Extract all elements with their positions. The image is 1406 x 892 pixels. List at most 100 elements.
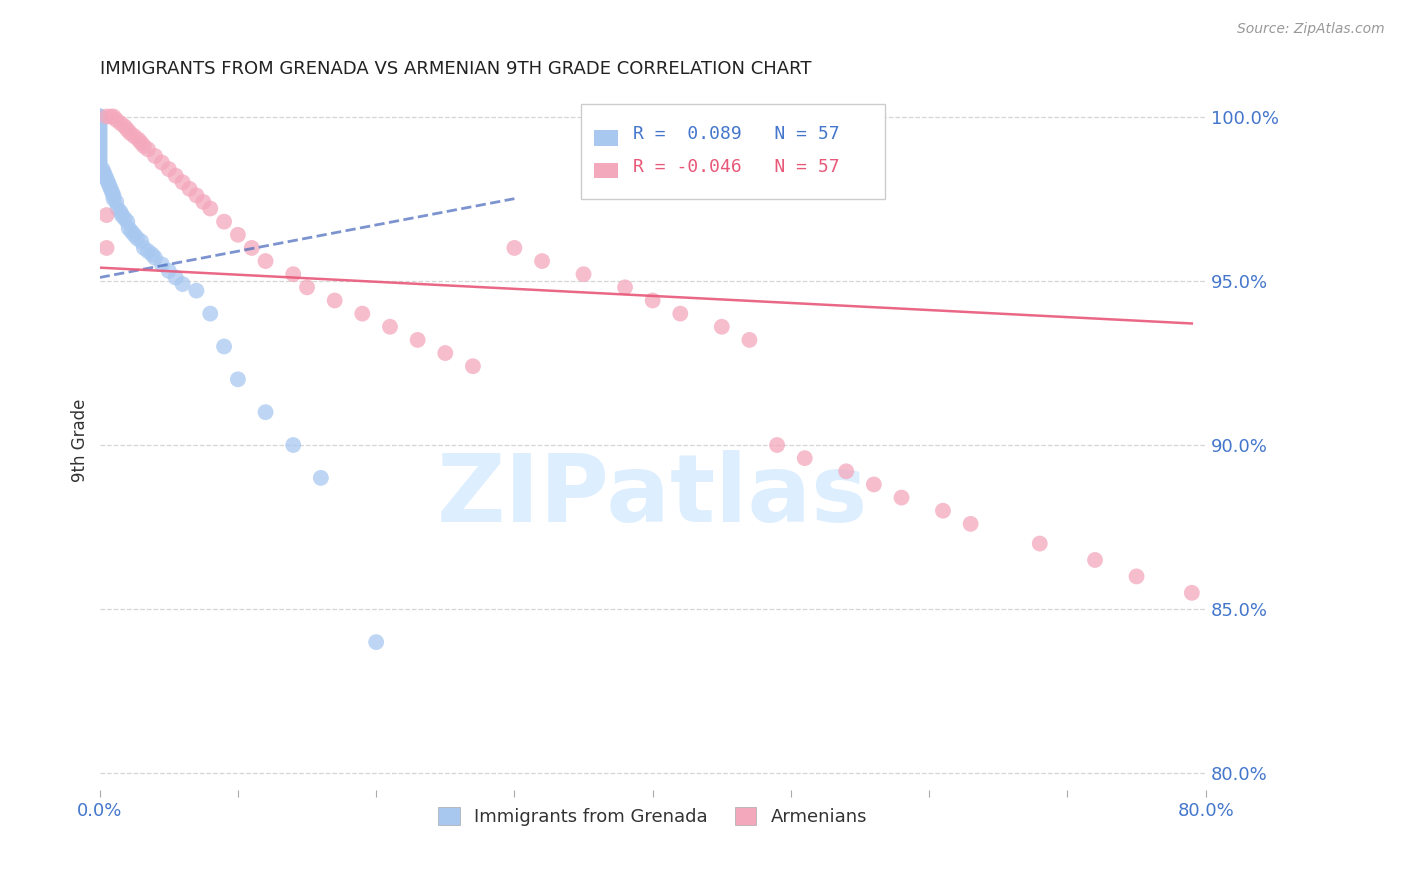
Point [378,319,401,334]
Point [1250,684,1272,698]
Point [107,202,129,216]
Point [503,241,526,255]
Y-axis label: 9th Grade: 9th Grade [72,399,89,482]
Point [1333,110,1355,124]
Point [143,149,166,163]
Point [125,231,148,245]
Point [105,194,128,209]
Point [117,122,139,136]
Point [103,110,125,124]
Point [132,139,155,153]
Point [89,132,111,146]
Point [172,277,194,291]
Point [98,178,121,193]
Point [766,438,789,452]
Point [165,169,187,183]
Point [352,307,374,321]
Point [122,227,145,242]
Point [1125,569,1147,583]
Point [89,139,111,153]
Point [89,120,111,134]
Point [111,208,134,222]
Point [105,112,128,127]
Point [172,175,194,189]
Point [114,211,136,226]
Text: R = -0.046   N = 57: R = -0.046 N = 57 [633,158,839,176]
Point [89,116,111,130]
Point [890,491,912,505]
Point [323,293,346,308]
Point [186,284,208,298]
Point [283,267,305,281]
FancyBboxPatch shape [595,130,619,145]
Point [129,136,152,150]
Point [406,333,429,347]
FancyBboxPatch shape [595,163,619,178]
Point [89,145,111,160]
Point [89,153,111,167]
Point [120,126,142,140]
Point [531,254,554,268]
Point [122,129,145,144]
Point [835,464,858,478]
Point [94,169,117,183]
Text: IMMIGRANTS FROM GRENADA VS ARMENIAN 9TH GRADE CORRELATION CHART: IMMIGRANTS FROM GRENADA VS ARMENIAN 9TH … [100,60,811,78]
Point [295,280,318,294]
Point [93,165,115,179]
Point [212,339,235,353]
Point [110,116,132,130]
Point [226,227,249,242]
Point [96,110,118,124]
Point [143,251,166,265]
FancyBboxPatch shape [581,104,884,199]
Point [179,182,201,196]
Point [118,221,141,235]
Point [100,182,122,196]
Point [193,194,215,209]
Point [309,471,332,485]
Point [738,333,761,347]
Point [132,241,155,255]
Point [127,132,149,146]
Point [120,225,142,239]
Point [1250,110,1272,124]
Point [141,247,163,261]
Point [165,270,187,285]
Point [89,110,111,124]
Point [103,192,125,206]
Point [366,635,388,649]
Point [110,204,132,219]
Point [89,129,111,144]
Point [932,504,955,518]
Point [283,438,305,452]
Text: Source: ZipAtlas.com: Source: ZipAtlas.com [1237,22,1385,37]
Point [89,159,111,173]
Point [89,110,111,124]
Point [96,208,118,222]
Point [89,110,111,124]
Point [641,293,664,308]
Point [114,120,136,134]
Point [186,188,208,202]
Point [710,319,733,334]
Point [1181,586,1204,600]
Point [100,110,122,124]
Point [129,235,152,249]
Point [89,136,111,150]
Point [200,202,222,216]
Point [1029,536,1052,550]
Point [89,122,111,136]
Point [89,112,111,127]
Point [959,516,981,531]
Legend: Immigrants from Grenada, Armenians: Immigrants from Grenada, Armenians [430,799,875,833]
Point [89,126,111,140]
Text: ZIPatlas: ZIPatlas [437,450,869,542]
Point [863,477,886,491]
Point [254,254,277,268]
Point [461,359,484,374]
Point [103,188,125,202]
Point [91,162,114,177]
Point [89,155,111,169]
Point [157,162,180,177]
Point [200,307,222,321]
